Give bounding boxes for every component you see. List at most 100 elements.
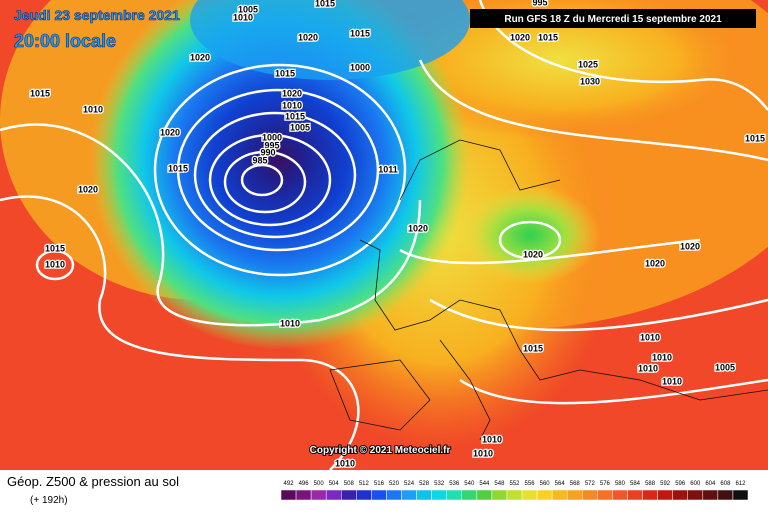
- isobar-label: 1005: [715, 362, 735, 372]
- scale-label: 568: [570, 481, 581, 487]
- scale-swatch: [431, 489, 447, 501]
- scale-swatch: [416, 489, 432, 501]
- isobar-label: 1010: [45, 259, 65, 269]
- scale-label: 572: [585, 481, 596, 487]
- scale-label: 604: [705, 481, 716, 487]
- isobar-label: 1015: [523, 343, 543, 353]
- isobar-label: 1010: [482, 434, 502, 444]
- blue-zone: [190, 0, 470, 80]
- scale-label: 524: [404, 481, 415, 487]
- isobar-label: 990: [260, 147, 275, 157]
- isobar-label: 1015: [30, 88, 50, 98]
- scale-label: 496: [299, 481, 310, 487]
- isobar-label: 1025: [578, 59, 598, 69]
- scale-label: 528: [419, 481, 430, 487]
- isobar-label: 1000: [350, 62, 370, 72]
- isobar-label: 1020: [408, 223, 428, 233]
- copyright: Copyright © 2021 Meteociel.fr: [310, 445, 451, 456]
- scale-swatch: [325, 489, 342, 501]
- isobar-label: 995: [532, 0, 547, 7]
- scale-label: 536: [449, 481, 460, 487]
- green-zone: [460, 185, 600, 285]
- scale-label: 532: [434, 481, 445, 487]
- scale-label: 540: [464, 481, 475, 487]
- scale-label: 592: [660, 481, 671, 487]
- scale-label: 508: [344, 481, 355, 487]
- isobar-label: 1030: [580, 76, 600, 86]
- scale-swatch: [687, 489, 704, 501]
- isobar-label: 1005: [290, 122, 310, 132]
- isobars: [0, 0, 768, 405]
- forecast-date: Jeudi 23 septembre 2021: [14, 7, 180, 23]
- scale-swatch: [521, 489, 538, 501]
- scale-label: 492: [284, 481, 295, 487]
- isobar-label: 1010: [652, 352, 672, 362]
- scale-label: 600: [690, 481, 701, 487]
- isobar-label: 1015: [168, 163, 188, 173]
- scale-label: 560: [540, 481, 551, 487]
- scale-swatch: [446, 489, 463, 501]
- scale-swatch: [356, 489, 372, 501]
- scale-label: 556: [525, 481, 536, 487]
- isobar-label: 1010: [640, 332, 660, 342]
- isobar-label: 1000: [262, 132, 282, 142]
- scale-swatch: [386, 489, 402, 501]
- isobar-label: 1020: [160, 127, 180, 137]
- scale-swatch: [657, 489, 673, 501]
- isobar-label: 1015: [538, 32, 558, 42]
- scale-swatch: [717, 489, 734, 501]
- scale-swatch: [732, 489, 749, 501]
- isobar-label: 995: [264, 140, 279, 150]
- scale-label: 612: [735, 481, 746, 487]
- scale-label: 500: [314, 481, 325, 487]
- scale-swatch: [536, 489, 553, 501]
- scale-label: 588: [645, 481, 656, 487]
- scale-label: 608: [720, 481, 731, 487]
- isobar-label: 1010: [280, 318, 300, 328]
- scale-swatch: [461, 489, 478, 501]
- scale-label: 584: [630, 481, 641, 487]
- scale-swatch: [371, 489, 387, 501]
- scale-swatch: [506, 489, 523, 501]
- scale-swatch: [491, 489, 508, 501]
- scale-swatch: [280, 489, 297, 501]
- scale-label: 544: [479, 481, 490, 487]
- scale-swatch: [401, 489, 417, 501]
- isobar-label: 1010: [662, 376, 682, 386]
- isobar-label: 1011: [378, 164, 398, 174]
- isobar-label: 1015: [275, 68, 295, 78]
- isobar-label: 1015: [315, 0, 335, 8]
- isobar-label: 1015: [285, 111, 305, 121]
- scale-swatch: [295, 489, 312, 501]
- isobar-label: 1020: [298, 32, 318, 42]
- scale-swatch: [627, 489, 643, 501]
- isobar-label: 1015: [745, 133, 765, 143]
- run-box: [470, 9, 756, 28]
- forecast-time: 20:00 locale: [14, 31, 116, 51]
- scale-swatch: [642, 489, 658, 501]
- scale-swatch: [702, 489, 719, 501]
- isobar-label: 985: [252, 155, 267, 165]
- scale-swatch: [582, 489, 598, 501]
- scale-swatch: [341, 489, 357, 501]
- scale-swatch: [566, 489, 583, 501]
- isobar-label: 1020: [680, 241, 700, 251]
- scale-label: 564: [555, 481, 566, 487]
- scale-label: 552: [509, 481, 520, 487]
- scale-label: 516: [374, 481, 385, 487]
- run-info: Run GFS 18 Z du Mercredi 15 septembre 20…: [504, 14, 722, 25]
- isobar-label: 1005: [238, 4, 258, 14]
- isobar-label: 1020: [190, 52, 210, 62]
- coastlines: [329, 139, 768, 441]
- scale-swatch: [612, 489, 628, 501]
- isobar-label: 1010: [282, 100, 302, 110]
- isobar-label: 1010: [473, 448, 493, 458]
- isobar-label: 1020: [523, 249, 543, 259]
- scale-label: 580: [615, 481, 626, 487]
- scale-label: 512: [359, 481, 370, 487]
- isobar-label: 1020: [282, 88, 302, 98]
- isobar-label: 1015: [350, 28, 370, 38]
- scale-swatch: [597, 489, 613, 501]
- isobar-label: 1010: [335, 458, 355, 468]
